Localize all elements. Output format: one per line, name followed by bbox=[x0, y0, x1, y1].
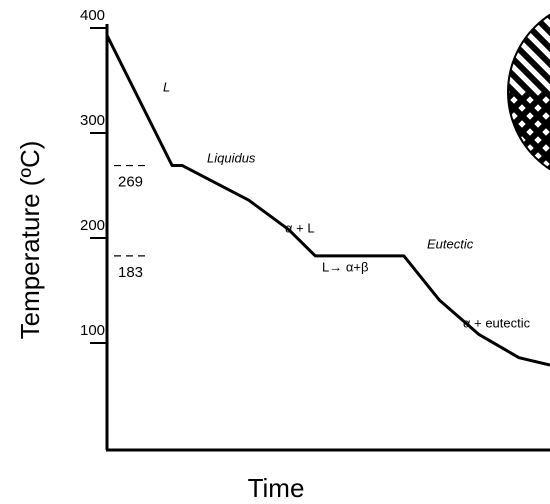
y-tick-label: 100 bbox=[80, 322, 105, 339]
chart: Temperature (ºC) Time L Liquidus α + L L… bbox=[0, 0, 550, 504]
microstructure-illustration bbox=[310, 0, 550, 184]
annotation: L bbox=[163, 79, 170, 94]
hatch-line bbox=[342, 94, 432, 184]
reference-label: 269 bbox=[118, 174, 143, 191]
annotation: Liquidus bbox=[207, 150, 256, 165]
hatch-line bbox=[406, 94, 496, 184]
hatch-line bbox=[390, 94, 480, 184]
hatch-line bbox=[438, 94, 528, 184]
page: {"chart_data": {"type": "line", "y_label… bbox=[0, 0, 550, 504]
hatch-line bbox=[310, 0, 490, 180]
annotation: Eutectic bbox=[427, 236, 474, 251]
annotation: α + L bbox=[285, 220, 315, 235]
hatch-line bbox=[374, 94, 464, 184]
y-tick-label: 200 bbox=[80, 217, 105, 234]
hatch-line bbox=[342, 0, 522, 180]
y-tick-label: 300 bbox=[80, 112, 105, 129]
hatch-line bbox=[310, 94, 400, 184]
hatch-line bbox=[326, 94, 416, 184]
hatch-line bbox=[326, 0, 506, 180]
x-axis-title: Time bbox=[248, 473, 305, 503]
reference-label: 183 bbox=[118, 264, 143, 281]
hatch-line bbox=[358, 94, 448, 184]
annotation: L→ α+β bbox=[322, 259, 368, 274]
y-tick-label: 400 bbox=[80, 7, 105, 24]
y-axis-title: Temperature (ºC) bbox=[15, 141, 45, 340]
hatch-line bbox=[422, 94, 512, 184]
